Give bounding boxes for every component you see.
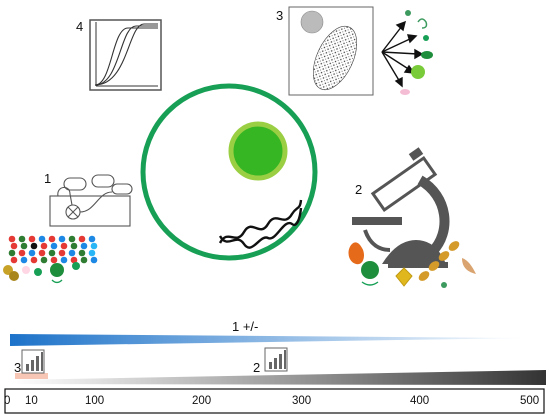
bead [18, 249, 26, 257]
bead [78, 249, 86, 257]
panel-1: 1 [3, 171, 133, 284]
gray-gradient-label: 2 [253, 360, 260, 375]
bead [10, 242, 18, 250]
small-particle [300, 10, 324, 34]
bead [50, 242, 58, 250]
gray-gradient: 2 [12, 347, 546, 385]
bead [70, 242, 78, 250]
bead [48, 235, 56, 243]
bead [90, 242, 98, 250]
bead [20, 242, 28, 250]
panel-3: 3 [276, 6, 433, 96]
bead [30, 256, 38, 264]
panel-2-label: 2 [355, 182, 362, 197]
scale-tick-label: 500 [520, 395, 539, 407]
scale-tick-label: 100 [85, 395, 104, 407]
sigmoid-curves [94, 23, 158, 86]
cell-shapes [348, 241, 476, 288]
bead [48, 249, 56, 257]
bar-chart-icon [264, 347, 288, 372]
panel-1-label: 1 [44, 171, 51, 186]
dispersal-arrows [381, 20, 424, 88]
scale-tick-label: 400 [410, 395, 429, 407]
bead [58, 235, 66, 243]
microscope-icon [352, 147, 450, 268]
cell-membrane [140, 83, 318, 261]
flow-instrument-icon [49, 174, 133, 227]
bead [28, 249, 36, 257]
bead [50, 256, 58, 264]
stippled-organism [312, 25, 358, 91]
dna-helix [218, 199, 303, 249]
bead [8, 249, 16, 257]
bead [78, 235, 86, 243]
bead [10, 256, 18, 264]
pink-gradient: 3 [14, 349, 48, 379]
bead [70, 256, 78, 264]
cell [140, 83, 318, 261]
scale-tick-label: 200 [192, 395, 211, 407]
bead [8, 235, 16, 243]
bead [18, 235, 26, 243]
blue-gradient: 1 +/- [10, 319, 530, 346]
bead [20, 256, 28, 264]
pink-gradient-label: 3 [14, 360, 21, 375]
bar-chart-icon [21, 349, 45, 374]
bead-shapes [3, 262, 80, 284]
bead [80, 256, 88, 264]
panel-4-label: 4 [76, 19, 83, 34]
bead-array [8, 235, 98, 264]
bead [80, 242, 88, 250]
nucleus [228, 121, 288, 181]
bead [68, 235, 76, 243]
panel-3-label: 3 [276, 8, 283, 23]
bead [90, 256, 98, 264]
scale-bar: 0 10 100 200 300 400 500 [4, 388, 545, 414]
bead [40, 256, 48, 264]
bead [58, 249, 66, 257]
bead [30, 242, 38, 250]
panel-4: 4 [76, 19, 162, 91]
bead [28, 235, 36, 243]
scale-tick-label: 300 [292, 395, 311, 407]
dispersed-particles [400, 10, 433, 95]
bead [60, 242, 68, 250]
scale-tick-label: 0 [4, 395, 10, 407]
bead [88, 249, 96, 257]
scale-tick-label: 10 [25, 395, 38, 407]
blue-gradient-label: 1 +/- [232, 319, 258, 334]
bead [88, 235, 96, 243]
bead [60, 256, 68, 264]
bead [38, 235, 46, 243]
bead [40, 242, 48, 250]
bead [68, 249, 76, 257]
bead [38, 249, 46, 257]
panel-2: 2 [348, 147, 476, 288]
